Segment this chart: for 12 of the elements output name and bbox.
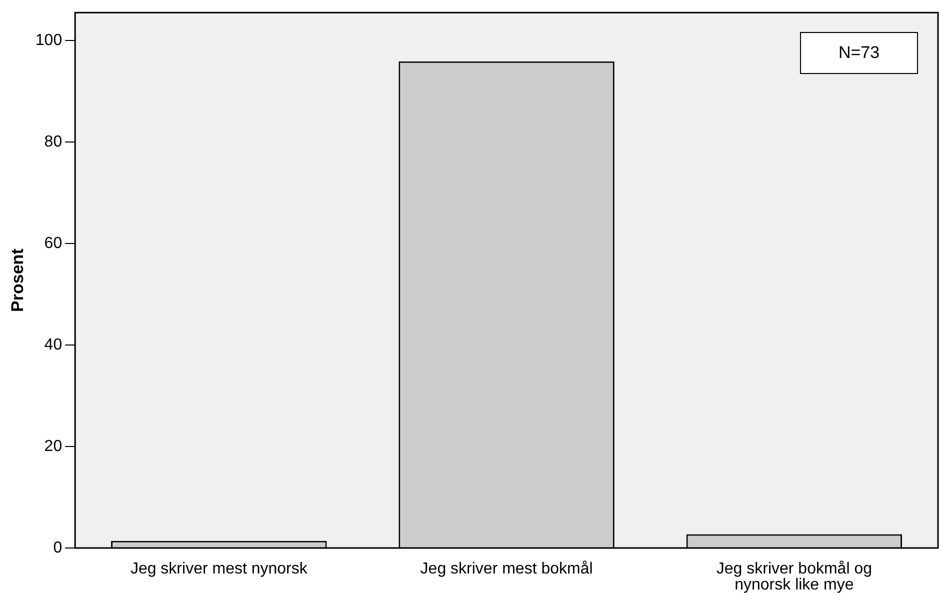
y-tick-label: 80 — [44, 133, 62, 150]
x-tick-label: Jeg skriver mest nynorsk — [130, 560, 308, 578]
label-frame: N=73 — [800, 32, 918, 74]
annotation: N=73 — [838, 42, 880, 62]
y-tick-label: 20 — [44, 438, 62, 455]
y-tick-label: 40 — [44, 336, 62, 354]
x-tick-label: Jeg skriver mest bokmål — [420, 560, 593, 578]
x-tick-label: Jeg skriver bokmål og nynorsk like mye — [716, 560, 872, 594]
y-tick-label: 0 — [53, 539, 62, 556]
y-tick-label: 60 — [44, 234, 62, 252]
y-tick-label: 100 — [35, 32, 62, 49]
y-axis-title: Prosent — [8, 248, 27, 312]
